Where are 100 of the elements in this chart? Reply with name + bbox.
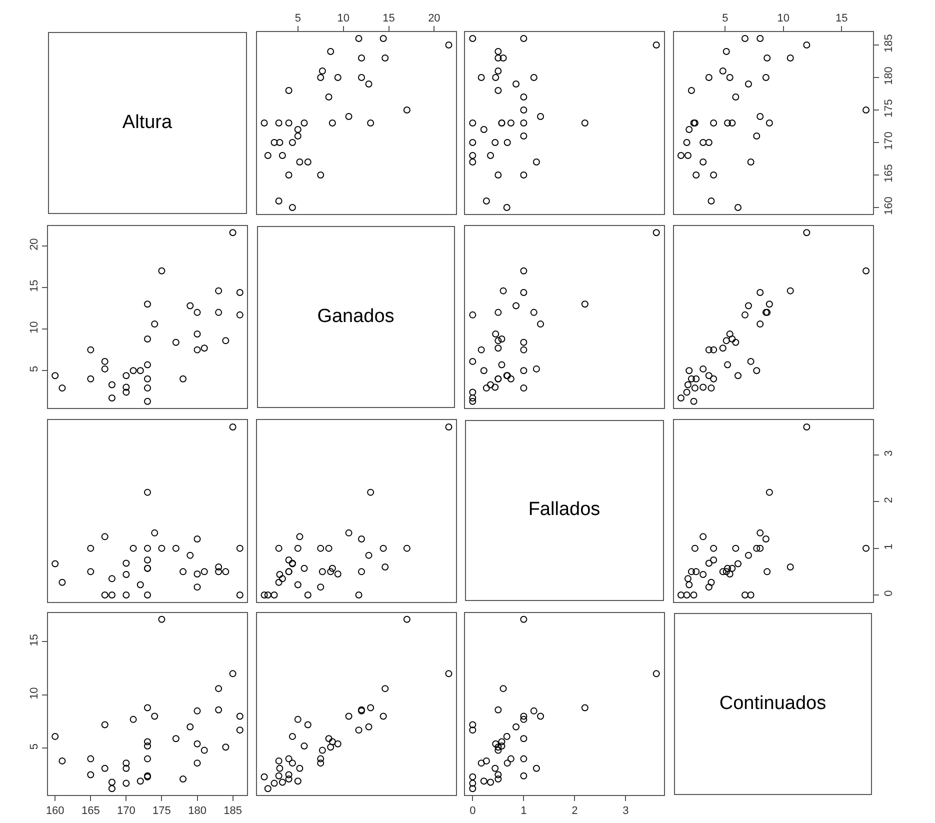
point	[264, 591, 271, 598]
point	[108, 380, 116, 388]
point	[294, 132, 301, 140]
point	[324, 544, 332, 552]
point	[734, 560, 742, 567]
point	[222, 568, 230, 575]
point	[740, 35, 748, 42]
point	[381, 563, 388, 570]
point	[728, 335, 736, 342]
point	[276, 570, 283, 578]
point	[756, 288, 764, 296]
point	[236, 311, 244, 318]
point	[87, 346, 94, 354]
point	[537, 712, 544, 720]
point	[288, 760, 296, 767]
point	[294, 544, 301, 552]
point	[326, 48, 334, 55]
point	[194, 583, 201, 590]
point	[194, 740, 201, 748]
point	[520, 172, 528, 178]
point	[707, 384, 714, 392]
point	[480, 126, 488, 133]
point	[492, 74, 500, 81]
point	[144, 556, 151, 563]
point	[718, 68, 726, 74]
point	[144, 591, 151, 598]
x-tick-label: 175	[152, 805, 171, 818]
point	[682, 591, 690, 598]
point	[682, 388, 690, 396]
point	[652, 42, 660, 48]
point	[786, 54, 794, 62]
point	[52, 372, 59, 379]
x-tick-label: 165	[81, 805, 100, 818]
point	[87, 375, 94, 382]
point	[215, 308, 222, 316]
point	[186, 724, 194, 731]
point	[122, 559, 130, 566]
point	[87, 544, 94, 552]
point	[744, 80, 752, 88]
point	[504, 139, 511, 146]
point	[300, 742, 308, 750]
point	[236, 288, 244, 296]
point	[87, 568, 94, 575]
point	[652, 670, 660, 678]
point	[364, 724, 372, 731]
point	[500, 685, 507, 692]
point	[264, 785, 271, 792]
point	[358, 74, 364, 81]
point	[318, 68, 326, 74]
point	[101, 722, 108, 728]
point	[229, 423, 236, 430]
point	[530, 308, 538, 316]
point	[752, 366, 760, 374]
point	[122, 591, 130, 598]
point	[130, 544, 137, 552]
point	[304, 722, 311, 728]
point	[316, 756, 324, 763]
point	[172, 338, 180, 346]
point	[194, 330, 201, 338]
point	[500, 287, 507, 294]
point	[158, 544, 166, 552]
point	[379, 712, 386, 720]
point	[354, 591, 362, 598]
point	[503, 204, 510, 211]
y-tick-label: 175	[882, 99, 895, 118]
x-tick-label: 20	[428, 12, 440, 25]
point	[180, 776, 187, 783]
point	[726, 330, 733, 338]
point	[685, 126, 692, 133]
point	[158, 616, 166, 624]
y-tick-label: 170	[882, 132, 895, 150]
point	[752, 132, 760, 140]
point	[366, 120, 374, 126]
point	[520, 94, 528, 100]
point	[144, 300, 151, 308]
point	[492, 740, 500, 748]
point	[494, 747, 502, 754]
point	[52, 733, 59, 740]
point	[724, 361, 731, 368]
point	[520, 716, 528, 724]
point	[194, 535, 201, 542]
point	[684, 380, 691, 388]
point	[537, 320, 544, 328]
point	[276, 765, 283, 772]
point	[144, 384, 151, 392]
point	[469, 722, 476, 728]
point	[684, 574, 691, 582]
point	[487, 778, 494, 786]
point	[498, 335, 506, 342]
point	[229, 670, 236, 678]
point	[740, 591, 748, 598]
point	[278, 574, 286, 582]
point	[469, 774, 476, 781]
point	[284, 772, 292, 779]
point	[520, 346, 528, 354]
point	[276, 139, 283, 146]
point	[274, 198, 282, 204]
point	[358, 568, 364, 575]
point	[469, 388, 476, 396]
point	[158, 267, 166, 274]
